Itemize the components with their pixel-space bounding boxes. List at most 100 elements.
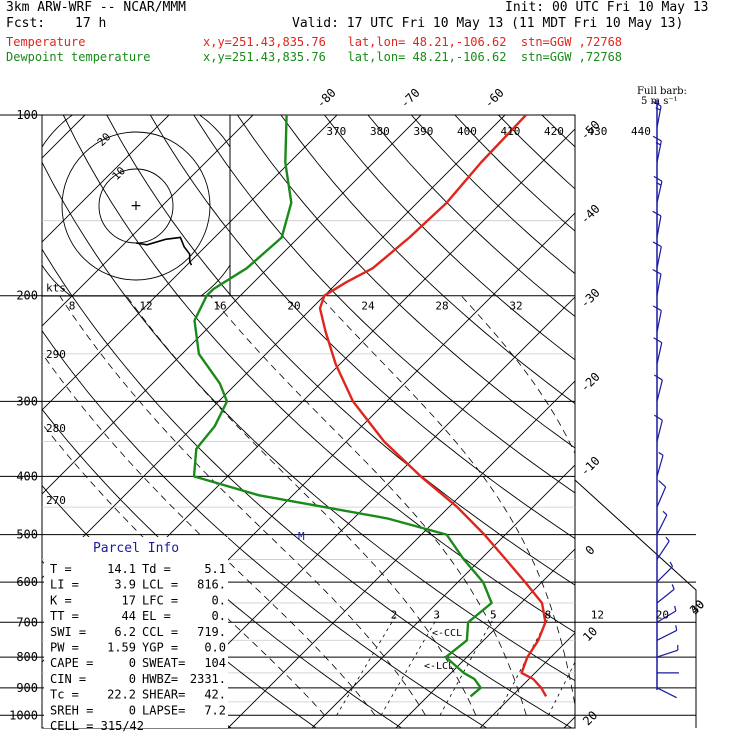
parcel-label: SREH =	[50, 703, 93, 717]
isotherm-line	[42, 115, 254, 327]
parcel-value: 7.2	[204, 703, 226, 717]
parcel-value: 5.1	[204, 562, 226, 576]
isotherm-label: -40	[578, 202, 603, 227]
wind-barb-shaft	[656, 566, 673, 583]
wind-barb	[653, 337, 663, 365]
isotherm-line	[479, 632, 575, 728]
theta-label: 370	[326, 125, 346, 138]
hodograph-ring-label: 20	[95, 130, 114, 149]
wind-barb-shaft	[656, 310, 662, 333]
wind-barb-feather	[653, 175, 663, 182]
mixing-ratio-line	[336, 614, 397, 716]
parcel-label: TT =	[50, 609, 79, 623]
isotherm-label: -70	[398, 86, 423, 111]
wind-barb	[652, 210, 662, 238]
parcel-label: Td =	[142, 562, 171, 576]
parcel-value: 0	[129, 656, 136, 670]
wind-barb-shaft	[656, 540, 670, 560]
legend-dewpoint-name: Dewpoint temperature	[6, 50, 151, 64]
parcel-value: 0	[129, 703, 136, 717]
dry-adiabat-line	[62, 115, 575, 633]
parcel-value: 0.0	[204, 641, 226, 655]
dry-adiabat-line	[42, 329, 487, 728]
dry-adiabat	[629, 115, 740, 728]
isotherm	[395, 548, 575, 728]
parcel-label: SHEAR=	[142, 688, 185, 702]
hodograph-ring	[61, 131, 211, 281]
pressure-tick-label: 600	[16, 575, 38, 589]
mixing-ratio	[336, 614, 397, 716]
mixing-ratio	[548, 661, 575, 716]
valid-time: Valid: 17 UTC Fri 10 May 13 (11 MDT Fri …	[292, 16, 684, 31]
parcel-value: 6.2	[114, 625, 136, 639]
wind-barb	[656, 510, 668, 535]
wind-barb-feather	[653, 337, 663, 344]
wind-barb-feather	[654, 414, 663, 421]
dry-adiabat-line	[716, 115, 740, 728]
wind-barb	[654, 374, 663, 402]
parcel-label: Tc =	[50, 688, 79, 702]
dry-adiabat-line	[672, 115, 740, 728]
pressure-tick-label: 200	[16, 289, 38, 303]
wind-barb	[653, 175, 663, 203]
parcel-label: SWI =	[50, 625, 86, 639]
pressure-tick-label: 1000	[9, 708, 38, 722]
wind-barb-shaft	[656, 514, 668, 535]
legend-dewpoint-info: x,y=251.43,835.76 lat,lon= 48.21,-106.62…	[203, 50, 623, 64]
theta-label: 410	[500, 125, 520, 138]
wind-barb	[656, 561, 674, 583]
dry-adiabat	[324, 115, 575, 361]
wind-barb	[652, 241, 662, 269]
dry-adiabat-line	[42, 161, 575, 682]
wind-barb	[656, 584, 675, 604]
mixing-ratio-line	[439, 614, 496, 716]
parcel-value: 104	[204, 656, 226, 670]
parcel-value: 0.	[212, 609, 226, 623]
isotherm-line	[42, 115, 338, 411]
wind-barb	[656, 536, 670, 560]
dry-adiabat-line	[585, 115, 740, 728]
wind-speed-tick: 20	[287, 300, 300, 313]
moist-adiabat	[460, 295, 575, 455]
isotherm-line	[42, 115, 422, 495]
lower-right-boundary	[574, 479, 697, 728]
wind-barb-shaft	[656, 588, 675, 604]
parcel-label: CELL =	[50, 719, 93, 733]
mixing-ratio-label: 12	[591, 608, 604, 621]
moist-adiabat	[42, 422, 325, 716]
mixing-ratio-label: 20	[656, 608, 669, 621]
parcel-value: 22.2	[107, 688, 136, 702]
legend-temperature-name: Temperature	[6, 35, 86, 49]
wind-barb-half-feather	[655, 141, 661, 146]
wind-barb-shaft	[656, 246, 662, 269]
moist-adiabat	[42, 352, 376, 716]
mixing-ratio-label: 8	[545, 608, 552, 621]
parcel-label: LAPSE=	[142, 703, 185, 717]
wind-barb-feather	[652, 135, 662, 142]
wind-barb-feather	[652, 268, 662, 275]
moist-adiabat	[125, 295, 477, 716]
wind-barb-shaft	[656, 486, 667, 508]
wind-barb-half-feather	[671, 584, 675, 590]
dry-adiabat-line	[42, 248, 572, 728]
parcel-value: 719.	[197, 625, 226, 639]
ccl-marker: <-CCL	[432, 628, 462, 639]
wind-barb-shaft	[656, 629, 677, 641]
mixing-ratio-label: 5	[490, 608, 497, 621]
dry-adiabat	[106, 115, 575, 586]
wind-speed-axis-label: kts	[46, 282, 66, 295]
wind-barb-half-feather	[658, 451, 664, 456]
isotherm-line	[42, 115, 506, 579]
wind-barb	[656, 605, 677, 623]
theta-label: 390	[413, 125, 433, 138]
wind-speed-tick: 8	[69, 300, 76, 313]
parcel-value: 2331.	[190, 672, 226, 686]
pressure-tick-label: 900	[16, 681, 38, 695]
theta-label: 430	[587, 125, 607, 138]
dry-adiabat	[42, 161, 575, 682]
wind-barb-feather	[652, 210, 662, 217]
hodograph-trace	[135, 236, 193, 266]
dry-adiabat-line	[237, 115, 575, 449]
dry-adiabat	[280, 115, 575, 405]
